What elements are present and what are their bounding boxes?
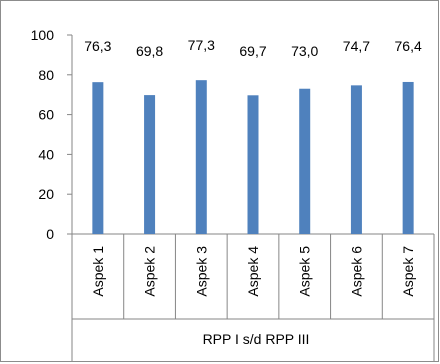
category-label: Aspek 6	[348, 246, 364, 297]
bar	[195, 80, 207, 234]
category-label: Aspek 1	[90, 246, 106, 297]
bar	[247, 95, 259, 234]
y-tick-label: 0	[46, 226, 54, 242]
data-label: 77,3	[188, 37, 215, 53]
bar	[92, 82, 104, 235]
category-label: Aspek 3	[193, 246, 209, 297]
category-group-label: RPP I s/d RPP III	[203, 331, 310, 347]
category-label: Aspek 7	[400, 246, 416, 297]
data-label: 73,0	[291, 43, 318, 59]
category-label: Aspek 5	[297, 246, 313, 297]
y-tick-label: 80	[38, 67, 54, 83]
data-label: 69,8	[136, 43, 163, 59]
y-tick-label: 40	[38, 146, 54, 162]
bar	[299, 88, 311, 234]
data-label: 69,7	[239, 43, 266, 59]
y-tick-label: 60	[38, 107, 54, 123]
bar	[350, 85, 362, 234]
bar	[402, 81, 414, 235]
category-label: Aspek 2	[142, 246, 158, 297]
y-tick-label: 20	[38, 186, 54, 202]
data-label: 76,4	[395, 38, 422, 54]
bar	[144, 95, 156, 235]
data-label: 76,3	[84, 38, 111, 54]
data-label: 74,7	[343, 38, 370, 54]
category-label: Aspek 4	[245, 246, 261, 297]
y-tick-label: 100	[31, 27, 55, 43]
